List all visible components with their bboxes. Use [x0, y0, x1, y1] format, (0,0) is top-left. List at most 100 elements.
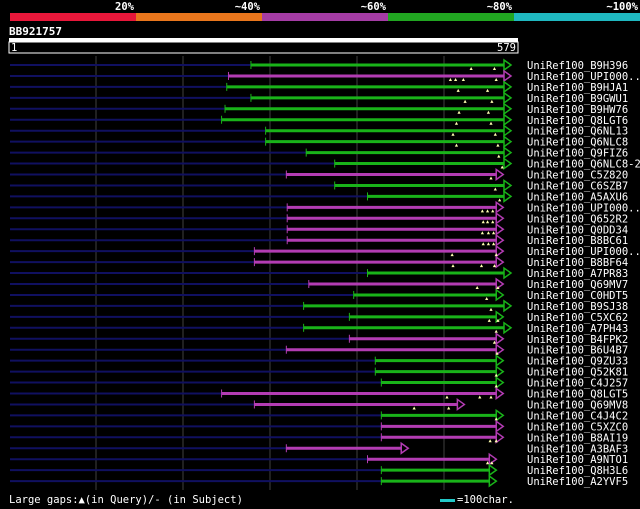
hit-label[interactable]: UniRef100_B9SJ38: [527, 301, 628, 313]
hit-row[interactable]: UniRef100_Q52K81: [10, 365, 628, 379]
hit-row[interactable]: UniRef100_A3BAF3: [10, 441, 628, 455]
hit-label[interactable]: UniRef100_UPI000..: [527, 202, 640, 214]
query-ruler-box: [8, 41, 519, 54]
hit-row[interactable]: UniRef100_Q6NL13: [10, 124, 628, 138]
hit-row[interactable]: UniRef100_B8BC61: [10, 233, 628, 247]
hit-row[interactable]: UniRef100_C4J257: [10, 376, 628, 390]
hit-end-arrow: [495, 222, 505, 236]
hit-row[interactable]: UniRef100_B6U4B7: [10, 343, 628, 357]
gap-marker: [498, 198, 502, 202]
hit-label[interactable]: UniRef100_A3BAF3: [527, 443, 628, 455]
hit-row[interactable]: UniRef100_C0HDT5: [10, 288, 628, 302]
hit-label[interactable]: UniRef100_A2YVF5: [527, 476, 628, 488]
hit-label[interactable]: UniRef100_C0HDT5: [527, 290, 628, 302]
hit-label[interactable]: UniRef100_B9HW76: [527, 104, 628, 116]
hit-label[interactable]: UniRef100_Q9ZU33: [527, 356, 628, 368]
hit-row[interactable]: UniRef100_UPI000..: [10, 244, 640, 258]
hit-label[interactable]: UniRef100_A5AXU6: [527, 191, 628, 203]
gap-marker: [489, 121, 493, 125]
hit-row[interactable]: UniRef100_C5XZC0: [10, 419, 628, 433]
hit-end-arrow: [495, 354, 505, 368]
hit-row[interactable]: UniRef100_B9H396: [10, 58, 628, 72]
hit-end-arrow: [495, 288, 505, 302]
gap-marker: [481, 242, 485, 246]
hit-row[interactable]: UniRef100_B9SJ38: [10, 299, 628, 313]
hit-label[interactable]: UniRef100_Q8H3L6: [527, 465, 628, 477]
gap-marker: [496, 318, 500, 322]
hit-row[interactable]: UniRef100_Q6NLC8-2: [10, 157, 640, 171]
hit-row[interactable]: UniRef100_A7PH43: [10, 321, 628, 335]
hit-row[interactable]: UniRef100_UPI000..: [10, 200, 640, 214]
hit-row[interactable]: UniRef100_A9NTO1: [10, 452, 628, 466]
hit-row[interactable]: UniRef100_B9HW76: [10, 102, 628, 116]
hit-label[interactable]: UniRef100_Q69MV7: [527, 279, 628, 291]
hit-end-arrow: [495, 365, 505, 379]
hit-label[interactable]: UniRef100_B6U4B7: [527, 345, 628, 357]
hit-label[interactable]: UniRef100_C6SZB7: [527, 180, 628, 192]
hit-label[interactable]: UniRef100_Q652R2: [527, 213, 628, 225]
hit-label[interactable]: UniRef100_C5Z820: [527, 170, 628, 182]
hit-label[interactable]: UniRef100_B9HJA1: [527, 82, 628, 94]
hit-row[interactable]: UniRef100_Q8LGT5: [10, 387, 628, 401]
hit-row[interactable]: UniRef100_Q69MV8: [10, 397, 628, 411]
hit-label[interactable]: UniRef100_UPI000..: [527, 71, 640, 83]
hit-label[interactable]: UniRef100_B8BF64: [527, 257, 628, 269]
hit-row[interactable]: UniRef100_Q9ZU33: [10, 354, 628, 368]
hit-label[interactable]: UniRef100_Q9FIZ6: [527, 148, 628, 160]
gap-marker: [500, 165, 504, 169]
gap-marker: [450, 253, 454, 257]
hit-label[interactable]: UniRef100_UPI000..: [527, 246, 640, 258]
hit-row[interactable]: UniRef100_B9GWU1: [10, 91, 628, 105]
hit-row[interactable]: UniRef100_Q0DD34: [10, 222, 628, 236]
hit-label[interactable]: UniRef100_Q6NLC8-2: [527, 159, 640, 171]
hit-label[interactable]: UniRef100_Q8LGT5: [527, 389, 628, 401]
identity-scale-bar: [10, 13, 640, 21]
hit-row[interactable]: UniRef100_A7PR83: [10, 266, 628, 280]
hit-row[interactable]: UniRef100_Q69MV7: [10, 277, 628, 291]
hit-row[interactable]: UniRef100_C4J4C2: [10, 408, 628, 422]
hit-row[interactable]: UniRef100_B9HJA1: [10, 80, 628, 94]
hit-row[interactable]: UniRef100_B8BF64: [10, 255, 628, 269]
hit-row[interactable]: UniRef100_Q9FIZ6: [10, 146, 628, 160]
hit-end-arrow: [456, 397, 466, 411]
gap-marker: [447, 406, 451, 410]
hit-label[interactable]: UniRef100_C4J257: [527, 378, 628, 390]
hit-row[interactable]: UniRef100_Q8H3L6: [10, 463, 628, 477]
hit-label[interactable]: UniRef100_Q6NL13: [527, 126, 628, 138]
hit-end-arrow: [495, 376, 505, 390]
hit-label[interactable]: UniRef100_B8BC61: [527, 235, 628, 247]
hit-label[interactable]: UniRef100_B9H396: [527, 60, 628, 72]
hit-row[interactable]: UniRef100_B8AI19: [10, 430, 628, 444]
hit-row[interactable]: UniRef100_Q8LGT6: [10, 113, 628, 127]
hit-end-arrow: [495, 343, 505, 357]
hit-label[interactable]: UniRef100_B8AI19: [527, 432, 628, 444]
hit-label[interactable]: UniRef100_C5XZC0: [527, 421, 628, 433]
hit-label[interactable]: UniRef100_Q0DD34: [527, 224, 628, 236]
hit-label[interactable]: UniRef100_Q69MV8: [527, 399, 628, 411]
hit-row[interactable]: UniRef100_Q6NLC8: [10, 135, 628, 149]
hit-end-arrow: [495, 244, 505, 258]
hit-row[interactable]: UniRef100_A5AXU6: [10, 189, 628, 203]
hit-label[interactable]: UniRef100_Q8LGT6: [527, 115, 628, 127]
hit-label[interactable]: UniRef100_A7PR83: [527, 268, 628, 280]
gap-marker: [491, 220, 495, 224]
hit-label[interactable]: UniRef100_Q6NLC8: [527, 137, 628, 149]
hit-row[interactable]: UniRef100_UPI000..: [10, 69, 640, 83]
hit-label[interactable]: UniRef100_A7PH43: [527, 323, 628, 335]
hit-label[interactable]: UniRef100_C4J4C2: [527, 410, 628, 422]
hit-row[interactable]: UniRef100_B4FPK2: [10, 332, 628, 346]
hit-label[interactable]: UniRef100_C5XC62: [527, 312, 628, 324]
hit-row[interactable]: UniRef100_C5XC62: [10, 310, 628, 324]
hit-row[interactable]: UniRef100_Q652R2: [10, 211, 628, 225]
identity-scale-segment-3: [262, 13, 388, 21]
hit-label[interactable]: UniRef100_A9NTO1: [527, 454, 628, 466]
gap-marker: [494, 384, 498, 388]
hit-label[interactable]: UniRef100_B4FPK2: [527, 334, 628, 346]
gap-marker: [494, 253, 498, 257]
hit-label[interactable]: UniRef100_B9GWU1: [527, 93, 628, 105]
hit-row[interactable]: UniRef100_C5Z820: [10, 168, 628, 182]
hit-label[interactable]: UniRef100_Q52K81: [527, 367, 628, 379]
hit-row[interactable]: UniRef100_A2YVF5: [10, 474, 628, 488]
hit-row[interactable]: UniRef100_C6SZB7: [10, 178, 628, 192]
gap-marker: [492, 340, 497, 344]
